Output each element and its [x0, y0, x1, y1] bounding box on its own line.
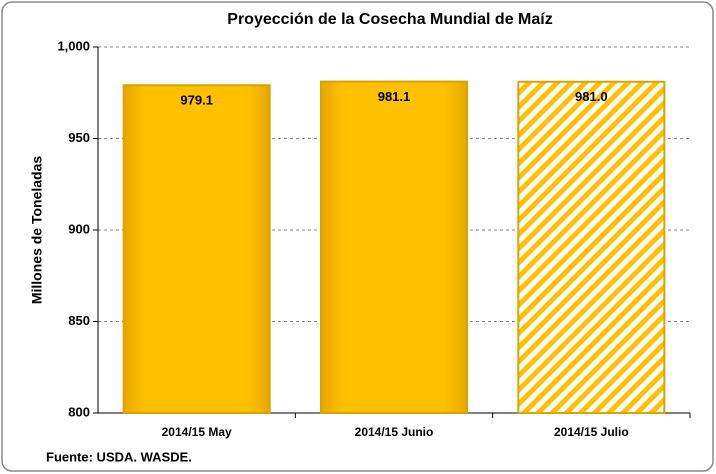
data-label: 981.0	[575, 89, 608, 104]
data-label: 979.1	[180, 93, 213, 108]
bar	[122, 84, 271, 414]
source-note: Fuente: USDA. WASDE.	[46, 449, 192, 464]
bar	[319, 80, 469, 414]
y-tick-label: 850	[68, 313, 90, 328]
data-label: 981.1	[378, 89, 411, 104]
y-tick-label: 1,000	[57, 38, 90, 53]
y-tick-label: 800	[68, 404, 90, 419]
x-tick-label: 2014/15 Julio	[554, 425, 629, 439]
y-tick-label: 950	[68, 130, 90, 145]
bar	[517, 80, 666, 415]
y-tick-label: 900	[68, 221, 90, 236]
x-tick-label: 2014/15 Junio	[355, 425, 434, 439]
chart-title: Proyección de la Cosecha Mundial de Maíz	[227, 11, 552, 28]
y-axis-label: Millones de Toneladas	[29, 156, 45, 305]
x-tick-label: 2014/15 May	[162, 425, 232, 439]
